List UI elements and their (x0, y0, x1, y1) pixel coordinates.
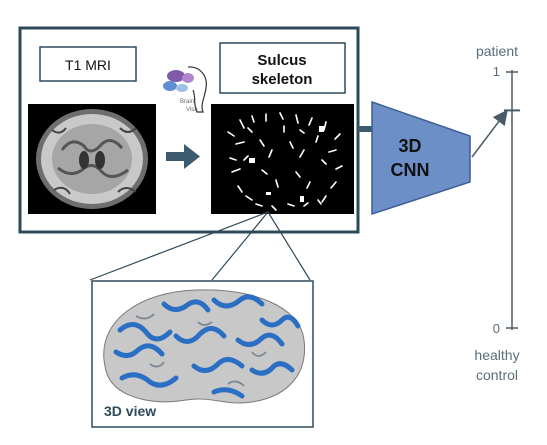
zoom-callout-lines (89, 211, 311, 281)
sulcus-skeleton-label-box (219, 42, 346, 94)
3d-brain-render (103, 289, 306, 404)
t1-mri-image (28, 104, 156, 214)
cnn-to-scale-arrow (471, 109, 508, 158)
cnn-label-line2: CNN (391, 160, 430, 180)
frame-to-cnn-arrow (358, 126, 372, 132)
sulcus-skeleton-label-line1: Sulcus (257, 52, 306, 69)
brainvisa-logo: Brain Visa (163, 66, 207, 113)
t1-mri-label: T1 MRI (65, 57, 111, 73)
brainvisa-logo-text-line2: Visa (186, 107, 198, 113)
scale-bottom-label-line1: healthy (474, 347, 519, 363)
scale-top-value: 1 (493, 64, 500, 79)
cnn-label-line1: 3D (398, 136, 421, 156)
probability-scale (504, 70, 520, 330)
sulcus-skeleton-image (211, 104, 354, 214)
3d-view-label: 3D view (104, 403, 156, 419)
scale-top-label: patient (476, 43, 518, 59)
sulcus-skeleton-label-line2: skeleton (252, 71, 313, 88)
scale-bottom-label-line2: control (476, 367, 518, 383)
t1-mri-label-box (39, 46, 137, 82)
scale-bottom-value: 0 (493, 321, 500, 336)
brainvisa-logo-text-line1: Brain (180, 99, 194, 105)
cnn-block (371, 100, 471, 216)
mri-to-skeleton-arrow (166, 144, 200, 169)
